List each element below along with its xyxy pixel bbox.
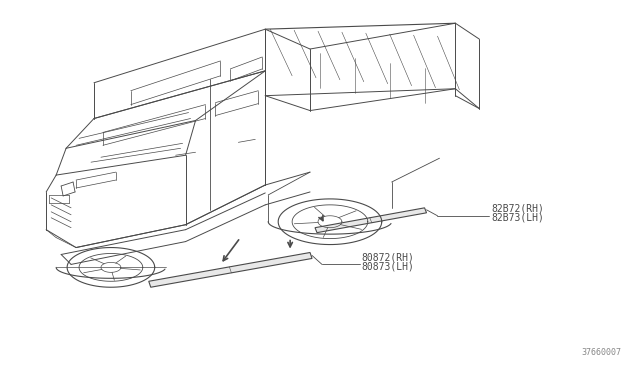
Text: 82B73(LH): 82B73(LH) [492, 213, 544, 223]
Polygon shape [315, 208, 426, 232]
Text: 82B72(RH): 82B72(RH) [492, 204, 544, 214]
Text: 80873(LH): 80873(LH) [362, 262, 415, 271]
Text: 37660007: 37660007 [582, 348, 621, 357]
Polygon shape [148, 253, 312, 287]
Text: 80872(RH): 80872(RH) [362, 253, 415, 262]
